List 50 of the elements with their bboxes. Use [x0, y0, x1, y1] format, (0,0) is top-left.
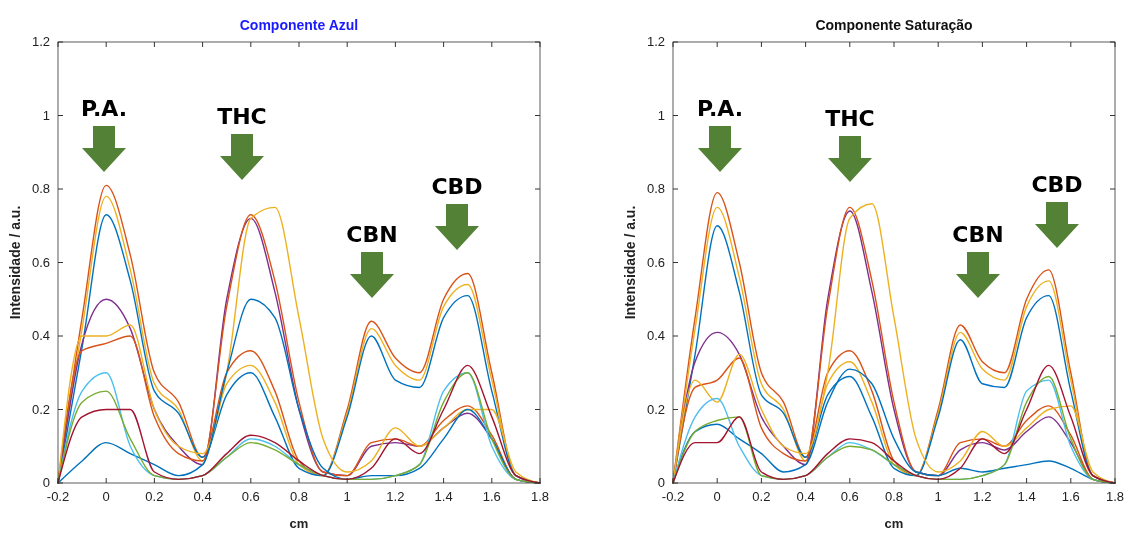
x-tick-label: 1.8 [1105, 489, 1125, 504]
x-tick-label: 0 [713, 489, 721, 504]
annotation: CBD [431, 174, 483, 199]
x-tick-label: 0.6 [840, 489, 859, 504]
x-tick-label: 1.2 [973, 489, 992, 504]
chart-title: Componente Azul [239, 17, 359, 33]
annotation: P.A. [80, 96, 128, 121]
y-tick-label: 0.4 [31, 328, 50, 343]
y-tick-label: 0.2 [31, 401, 50, 417]
annotation: CBD [1031, 172, 1083, 197]
y-tick-label: 0.8 [646, 181, 665, 196]
x-tick-label: 0.4 [796, 489, 815, 504]
y-tick-label: 0.6 [31, 254, 50, 270]
x-tick-label: 1.8 [530, 489, 550, 504]
x-tick-label: 1.6 [482, 489, 501, 504]
y-tick-label: 0.8 [31, 181, 50, 196]
annotation: CBN [952, 222, 1004, 247]
annotation: P.A. [696, 96, 744, 121]
y-tick-label: 0.6 [646, 254, 665, 270]
y-tick-label: 0 [657, 475, 665, 490]
y-axis-title: Intensidade / a.u. [622, 205, 638, 320]
x-tick-label: 1 [343, 489, 351, 504]
x-tick-label: 0.4 [193, 489, 212, 504]
y-tick-label: 0.4 [646, 328, 665, 343]
y-tick-label: 1.2 [31, 34, 50, 49]
x-tick-label: 1.6 [1061, 489, 1080, 504]
x-tick-label: 0.6 [241, 489, 260, 504]
y-tick-label: 0 [42, 475, 50, 490]
x-tick-label: -0.2 [46, 489, 70, 504]
annotation: THC [825, 106, 875, 131]
x-tick-label: 1 [934, 489, 942, 504]
x-tick-label: 0.8 [884, 489, 904, 504]
y-tick-label: 1 [657, 107, 665, 123]
x-tick-label: 0.8 [289, 489, 309, 504]
annotation: CBN [346, 222, 398, 247]
x-tick-label: 0 [102, 489, 110, 504]
y-tick-label: 1 [42, 107, 50, 123]
x-axis-title: cm [289, 516, 309, 531]
x-tick-label: 0.2 [752, 489, 771, 504]
annotation: THC [217, 104, 267, 129]
x-tick-label: 1.2 [386, 489, 405, 504]
x-tick-label: 0.2 [145, 489, 164, 504]
x-tick-label: 1.4 [1017, 489, 1036, 504]
y-tick-label: 0.2 [646, 401, 665, 417]
y-axis-title: Intensidade / a.u. [7, 205, 23, 320]
chart-title: Componente Saturação [815, 17, 973, 33]
x-tick-label: 1.4 [434, 489, 453, 504]
x-tick-label: -0.2 [661, 489, 685, 504]
x-axis-title: cm [884, 516, 904, 531]
y-tick-label: 1.2 [646, 34, 665, 49]
